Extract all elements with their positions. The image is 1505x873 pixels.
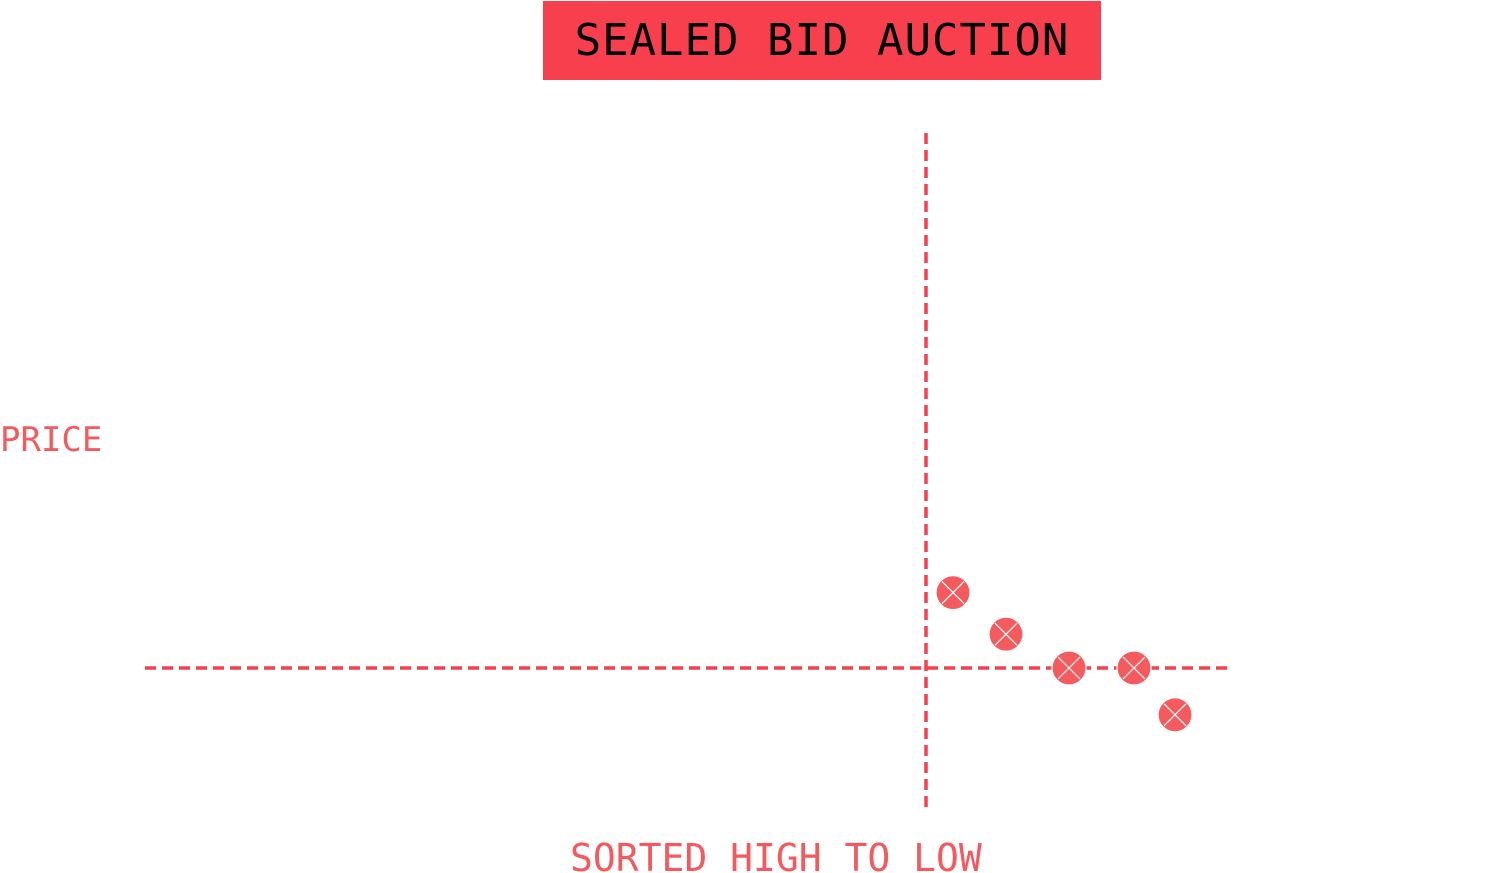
- bid-marker: [1051, 650, 1087, 686]
- bid-marker: [1157, 697, 1193, 733]
- bid-markers: [935, 574, 1193, 733]
- bid-marker: [988, 616, 1024, 652]
- y-axis-label: PRICE: [0, 420, 103, 460]
- bid-marker-cross: [1057, 656, 1081, 680]
- bid-marker-cross: [994, 622, 1018, 646]
- bid-marker-cross: [1163, 703, 1187, 727]
- bid-marker: [935, 574, 971, 611]
- x-axis-label: SORTED HIGH TO LOW: [570, 836, 982, 873]
- bid-marker: [1116, 650, 1152, 686]
- bid-marker-cross: [941, 581, 965, 605]
- chart-title-box: SEALED BID AUCTION: [543, 1, 1101, 80]
- chart-title: SEALED BID AUCTION: [574, 15, 1070, 66]
- bid-marker-cross: [1122, 656, 1146, 680]
